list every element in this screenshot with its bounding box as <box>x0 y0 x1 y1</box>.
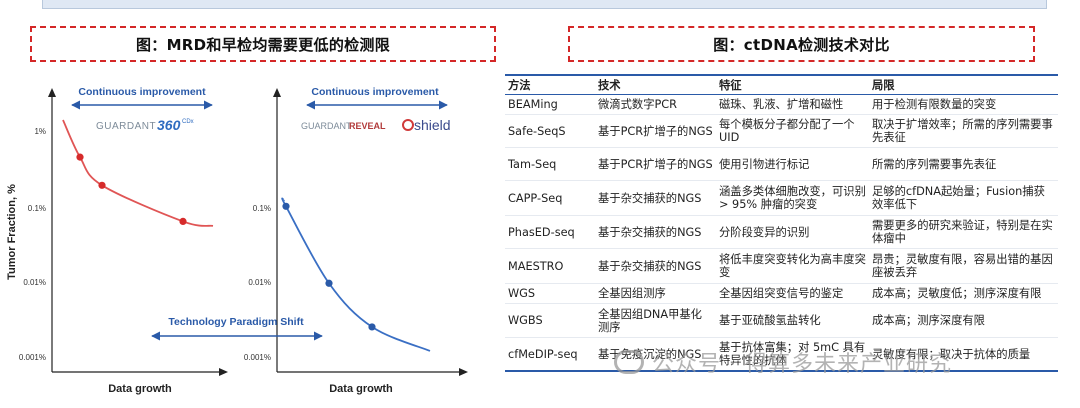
cell-method: cfMeDIP-seq <box>505 337 595 372</box>
cell-method: PhasED-seq <box>505 215 595 249</box>
cell-method: Tam-Seq <box>505 147 595 181</box>
y-tick-right-3: 0.001% <box>244 353 271 362</box>
cell-technology: 全基因组DNA甲基化测序 <box>595 303 716 338</box>
table-row: MAESTRO 基于杂交捕获的NGS 将低丰度突变转化为高丰度突变 昂贵；灵敏度有限，… <box>505 248 1058 284</box>
cell-method: Safe-SeqS <box>505 114 595 148</box>
left-figure-title: 图：MRD和早检均需要更低的检测限 <box>30 26 496 62</box>
cell-feature: 磁珠、乳液、扩增和磁性 <box>716 94 869 115</box>
cell-method: BEAMing <box>505 94 595 115</box>
cell-feature: 将低丰度突变转化为高丰度突变 <box>716 248 869 284</box>
series-1-point-2 <box>98 181 106 189</box>
cell-feature: 每个模板分子都分配了一个UID <box>716 114 869 148</box>
cell-feature: 全基因组突变信号的鉴定 <box>716 283 869 304</box>
y-tick-right-2: 0.01% <box>248 278 271 287</box>
y-axis-label: Tumor Fraction, % <box>6 184 18 280</box>
cell-limitation: 昂贵；灵敏度有限，容易出错的基因座被丢弃 <box>869 248 1058 284</box>
table-header-row: 方法 技术 特征 局限 <box>505 74 1058 95</box>
series-layer <box>62 119 431 352</box>
cell-method: MAESTRO <box>505 248 595 284</box>
y-tick-left-4: 0.001% <box>19 353 46 362</box>
cell-feature: 基于抗体富集；对 5mC 具有特异性的抗体 <box>716 337 869 372</box>
tumor-fraction-chart: Tumor Fraction, % 1% 0.1% 0.01% 0.001% 0… <box>6 86 468 395</box>
cell-limitation: 需要更多的研究来验证，特别是在实体瘤中 <box>869 215 1058 249</box>
cell-limitation: 足够的cfDNA起始量；Fusion捕获效率低下 <box>869 180 1058 216</box>
y-tick-right-1: 0.1% <box>253 204 271 213</box>
series-1-point-3 <box>179 217 187 226</box>
y-tick-left-2: 0.1% <box>28 204 46 213</box>
x-axis-label-left: Data growth <box>108 383 172 395</box>
y-axis-left-arrow <box>48 88 56 97</box>
cell-method: WGBS <box>505 303 595 338</box>
cell-technology: 基于杂交捕获的NGS <box>595 248 716 284</box>
svg-text:REVEAL: REVEAL <box>349 121 386 131</box>
table-row: Tam-Seq 基于PCR扩增子的NGS 使用引物进行标记 所需的序列需要事先表征 <box>505 147 1058 181</box>
table-row: BEAMing 微滴式数字PCR 磁珠、乳液、扩增和磁性 用于检测有限数量的突变 <box>505 94 1058 115</box>
cell-technology: 基于PCR扩增子的NGS <box>595 147 716 181</box>
table-row: WGBS 全基因组DNA甲基化测序 基于亚硫酸氢盐转化 成本高；测序深度有限 <box>505 303 1058 338</box>
series-2-point-1 <box>282 202 290 210</box>
table-row: WGS 全基因组测序 全基因组突变信号的鉴定 成本高；灵敏度低；测序深度有限 <box>505 283 1058 304</box>
cell-limitation: 用于检测有限数量的突变 <box>869 94 1058 115</box>
cell-technology: 基于免疫沉淀的NGS <box>595 337 716 372</box>
cell-limitation: 成本高；灵敏度低；测序深度有限 <box>869 283 1058 304</box>
svg-text:shield: shield <box>414 117 451 133</box>
header-feature: 特征 <box>716 74 869 95</box>
table-row: Safe-SeqS 基于PCR扩增子的NGS 每个模板分子都分配了一个UID 取决于扩… <box>505 114 1058 148</box>
series-2-point-3 <box>368 323 376 331</box>
cell-limitation: 灵敏度有限；取决于抗体的质量 <box>869 337 1058 372</box>
series-line-2 <box>281 197 431 352</box>
cell-feature: 分阶段变异的识别 <box>716 215 869 249</box>
cell-limitation: 成本高；测序深度有限 <box>869 303 1058 338</box>
x-axis-left-arrow <box>219 368 228 376</box>
cell-feature: 涵盖多类体细胞改变，可识别> 95% 肿瘤的突变 <box>716 180 869 216</box>
series-line-1 <box>62 119 214 227</box>
cell-feature: 使用引物进行标记 <box>716 147 869 181</box>
svg-text:360: 360 <box>157 117 181 133</box>
continuous-improvement-label-right: Continuous improvement <box>311 86 439 98</box>
x-axis-label-right: Data growth <box>329 383 393 395</box>
shield-logo: shield <box>402 117 451 133</box>
guardant-reveal-logo: GUARDANT REVEAL <box>301 121 386 131</box>
ctdna-technology-table: 方法 技术 特征 局限 BEAMing 微滴式数字PCR 磁珠、乳液、扩增和磁性 用于… <box>505 74 1058 372</box>
cell-technology: 全基因组测序 <box>595 283 716 304</box>
y-tick-left-3: 0.01% <box>23 278 46 287</box>
svg-text:GUARDANT: GUARDANT <box>301 121 352 131</box>
header-method: 方法 <box>505 74 595 95</box>
y-axis-right-arrow <box>273 88 281 97</box>
cell-technology: 微滴式数字PCR <box>595 94 716 115</box>
table-row: CAPP-Seq 基于杂交捕获的NGS 涵盖多类体细胞改变，可识别> 95% 肿瘤的… <box>505 180 1058 216</box>
cell-method: WGS <box>505 283 595 304</box>
cell-limitation: 所需的序列需要事先表征 <box>869 147 1058 181</box>
cell-technology: 基于杂交捕获的NGS <box>595 215 716 249</box>
svg-text:GUARDANT: GUARDANT <box>96 121 156 132</box>
series-2-point-2 <box>325 279 333 287</box>
right-figure-title: 图：ctDNA检测技术对比 <box>568 26 1035 62</box>
cell-technology: 基于PCR扩增子的NGS <box>595 114 716 148</box>
table-row: cfMeDIP-seq 基于免疫沉淀的NGS 基于抗体富集；对 5mC 具有特异性的… <box>505 337 1058 372</box>
table-row: PhasED-seq 基于杂交捕获的NGS 分阶段变异的识别 需要更多的研究来验证，特… <box>505 215 1058 249</box>
cell-technology: 基于杂交捕获的NGS <box>595 180 716 216</box>
continuous-improvement-label-left: Continuous improvement <box>78 86 206 98</box>
cell-limitation: 取决于扩增效率；所需的序列需要事先表征 <box>869 114 1058 148</box>
header-limitation: 局限 <box>869 74 1058 95</box>
series-1-point-1 <box>76 153 84 161</box>
top-banner-strip <box>42 0 1047 9</box>
cell-method: CAPP-Seq <box>505 180 595 216</box>
x-axis-right-arrow <box>459 368 468 376</box>
svg-text:CDx: CDx <box>182 119 194 125</box>
y-tick-left-1: 1% <box>34 127 46 136</box>
paradigm-shift-label: Technology Paradigm Shift <box>168 316 304 328</box>
header-technology: 技术 <box>595 74 716 95</box>
guardant360-logo: GUARDANT 360 CDx <box>96 117 194 133</box>
cell-feature: 基于亚硫酸氢盐转化 <box>716 303 869 338</box>
